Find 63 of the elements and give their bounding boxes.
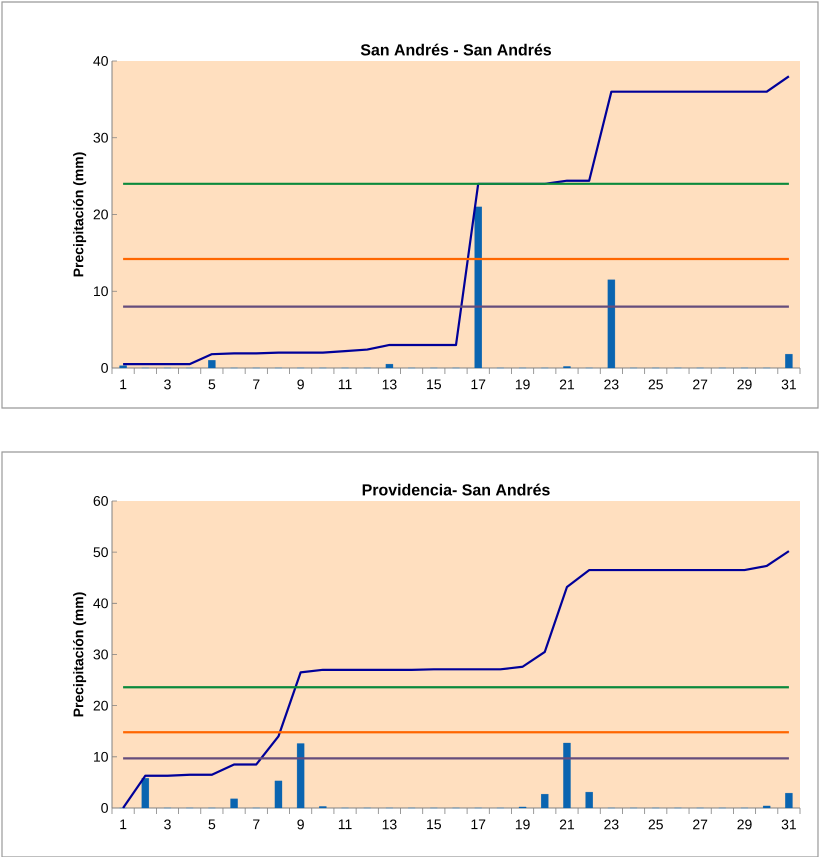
x-tick-label: 17	[472, 380, 486, 390]
x-tick-label: 9	[297, 820, 304, 830]
bar	[785, 793, 793, 808]
x-tick-label: 27	[693, 820, 708, 830]
x-tick-label: 5	[208, 820, 216, 830]
bar	[296, 743, 304, 808]
x-tick-label: 7	[253, 380, 260, 390]
y-tick-label: 20	[94, 210, 108, 220]
bar	[585, 792, 593, 808]
y-tick-label: 60	[94, 496, 108, 506]
y-tick-label: 30	[94, 650, 108, 660]
x-tick-label: 25	[648, 380, 663, 390]
bar	[474, 206, 482, 368]
y-tick-label: 30	[94, 132, 108, 143]
x-tick-label: 13	[382, 820, 397, 830]
bar	[563, 742, 571, 808]
bar	[142, 778, 149, 808]
x-tick-label: 21	[560, 820, 574, 830]
x-tick-label: 29	[737, 380, 752, 390]
y-tick-label: 40	[93, 56, 108, 66]
y-axis-title: Precipitación (mm)	[73, 592, 86, 716]
y-tick-label: 10	[94, 286, 108, 296]
x-tick-label: 11	[338, 820, 352, 830]
x-tick-label: 11	[338, 380, 352, 390]
x-tick-label: 7	[253, 820, 260, 830]
bar	[119, 366, 127, 368]
x-tick-label: 15	[427, 380, 441, 390]
x-tick-label: 19	[516, 820, 530, 830]
x-tick-label: 3	[164, 380, 171, 390]
bar	[230, 798, 238, 808]
y-tick-label: 20	[94, 700, 108, 711]
y-tick-label: 0	[101, 803, 108, 813]
bar	[208, 360, 216, 368]
x-tick-label: 23	[604, 820, 618, 830]
x-tick-label: 31	[782, 380, 796, 390]
x-tick-label: 1	[120, 380, 126, 390]
x-tick-label: 19	[516, 380, 530, 390]
bar	[785, 354, 793, 368]
bar	[386, 364, 394, 368]
bar	[541, 794, 548, 808]
y-tick-label: 10	[94, 752, 108, 762]
x-tick-label: 27	[693, 380, 708, 390]
x-tick-label: 9	[297, 380, 304, 390]
x-tick-label: 25	[648, 820, 663, 830]
bar	[274, 780, 282, 808]
bar	[608, 280, 616, 368]
x-tick-label: 29	[737, 820, 752, 830]
y-tick-label: 40	[93, 598, 108, 608]
x-tick-label: 21	[560, 380, 574, 390]
x-tick-label: 23	[604, 380, 618, 390]
x-tick-label: 17	[472, 820, 486, 830]
x-tick-label: 1	[120, 820, 126, 830]
y-tick-label: 0	[101, 363, 108, 373]
chart-title: San Andrés - San Andrés	[360, 44, 551, 56]
x-tick-label: 13	[382, 380, 397, 390]
x-tick-label: 15	[427, 820, 441, 830]
y-tick-label: 50	[94, 547, 108, 558]
x-tick-label: 31	[782, 820, 796, 830]
y-axis-title: Precipitación (mm)	[73, 152, 86, 276]
x-tick-label: 5	[208, 380, 216, 390]
x-tick-label: 3	[164, 820, 171, 830]
bar	[763, 806, 770, 808]
chart-title: Providencia- San Andrés	[362, 484, 550, 496]
